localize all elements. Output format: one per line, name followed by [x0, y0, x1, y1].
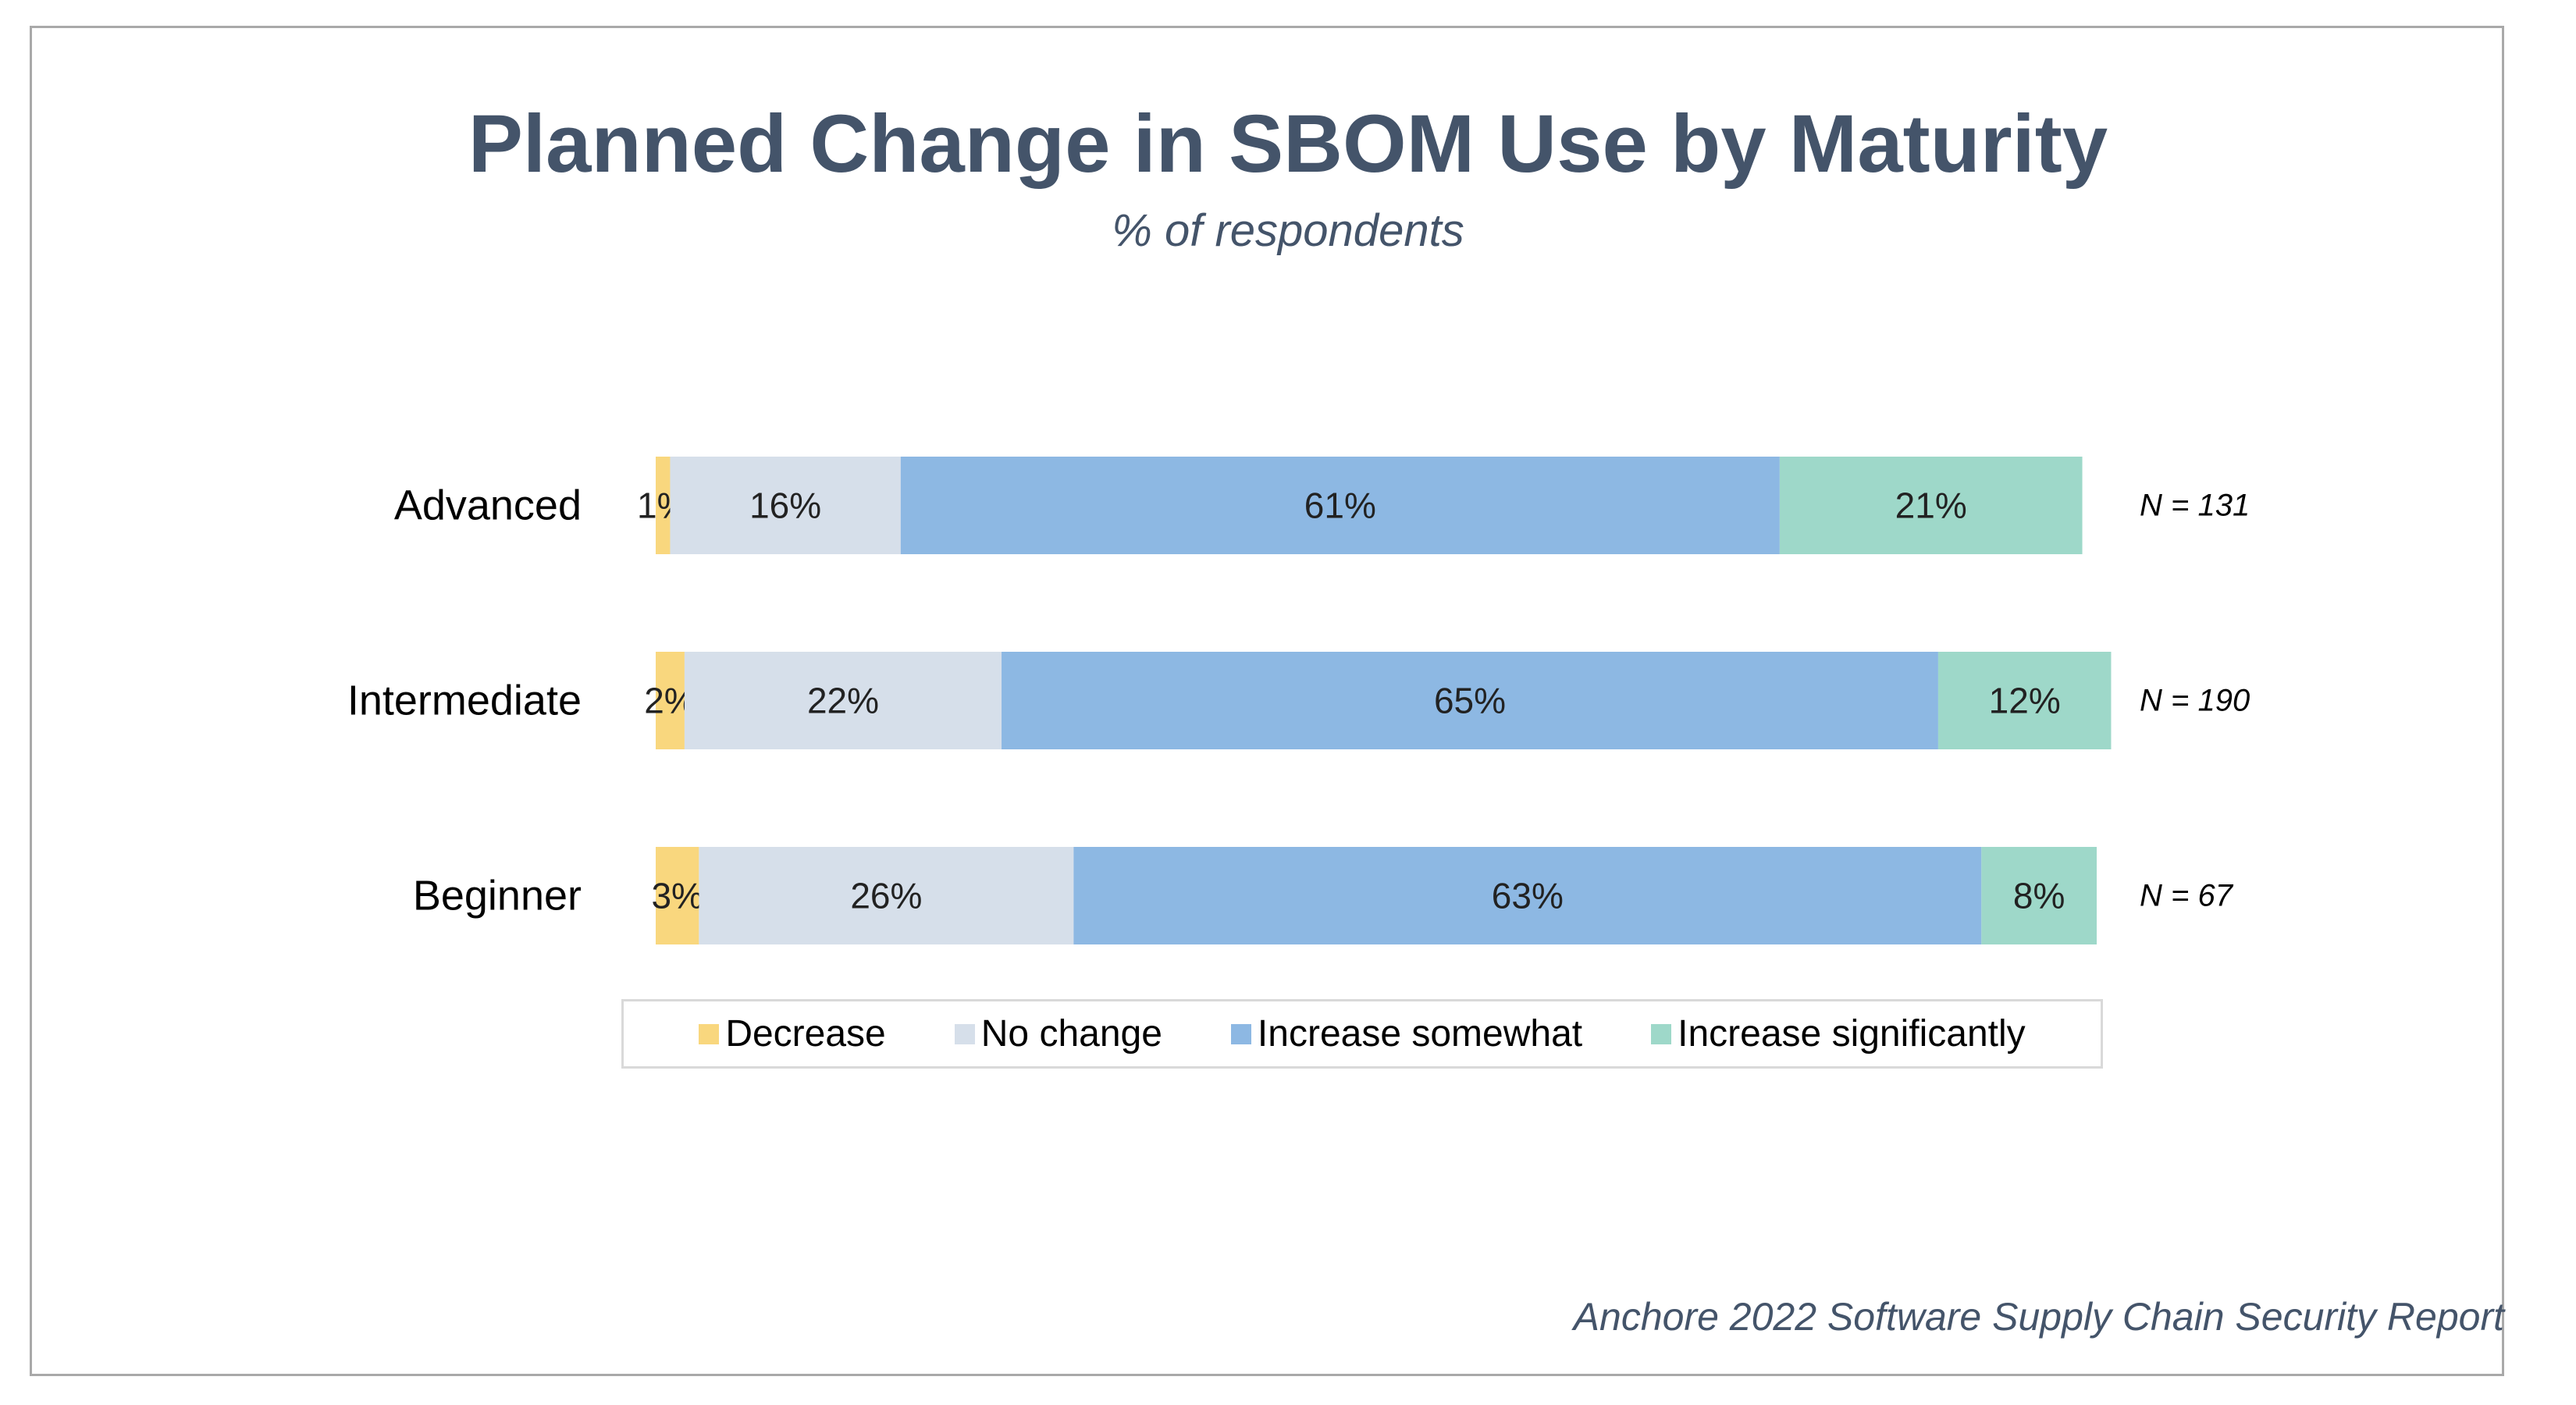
bar-intermediate-decrease	[656, 652, 685, 749]
data-label-beginner-decrease: 3%	[651, 876, 703, 916]
sample-size-beginner: N = 67	[2140, 879, 2234, 913]
bar-advanced-decrease	[656, 457, 671, 554]
data-label-beginner-no-change: 26%	[850, 876, 922, 916]
data-label-intermediate-increase-somewhat: 65%	[1434, 681, 1506, 721]
data-label-beginner-increase-significantly: 8%	[2013, 876, 2065, 916]
bar-advanced-increase-significantly	[1779, 457, 2083, 554]
legend-item-increase-significantly: Increase significantly	[1651, 1012, 2026, 1055]
chart-title: Planned Change in SBOM Use by Maturity	[468, 98, 2108, 190]
bar-beginner-no-change	[699, 847, 1074, 944]
bar-intermediate-no-change	[684, 652, 1002, 749]
legend-item-decrease: Decrease	[699, 1012, 886, 1055]
bar-advanced-no-change	[670, 457, 901, 554]
data-label-advanced-increase-somewhat: 61%	[1304, 486, 1376, 526]
legend-swatch-increase-somewhat	[1230, 1023, 1251, 1044]
sample-size-advanced: N = 131	[2140, 489, 2250, 523]
category-label-beginner: Beginner	[413, 873, 582, 919]
legend-swatch-decrease	[699, 1023, 720, 1044]
legend-label-no-change: No change	[980, 1013, 1162, 1055]
bar-intermediate-increase-significantly	[1937, 652, 2112, 749]
source-note: Anchore 2022 Software Supply Chain Secur…	[1573, 1295, 2504, 1339]
category-label-advanced: Advanced	[394, 482, 582, 529]
data-label-intermediate-increase-significantly: 12%	[1989, 681, 2061, 721]
data-label-advanced-no-change: 16%	[749, 486, 821, 526]
data-label-advanced-increase-significantly: 21%	[1895, 486, 1967, 526]
bar-intermediate-increase-somewhat	[1002, 652, 1938, 749]
legend-item-increase-somewhat: Increase somewhat	[1230, 1012, 1583, 1055]
data-label-beginner-increase-somewhat: 63%	[1492, 876, 1564, 916]
legend-swatch-increase-significantly	[1651, 1023, 1672, 1044]
bar-beginner-increase-somewhat	[1073, 847, 1982, 944]
category-label-intermediate: Intermediate	[347, 678, 582, 724]
legend-label-decrease: Decrease	[725, 1013, 886, 1055]
legend-label-increase-significantly: Increase significantly	[1678, 1013, 2026, 1055]
legend: Decrease No change Increase somewhat Inc…	[621, 999, 2103, 1069]
legend-swatch-no-change	[954, 1023, 975, 1044]
legend-item-no-change: No change	[954, 1012, 1162, 1055]
sample-size-intermediate: N = 190	[2140, 684, 2250, 718]
chart-subtitle: % of respondents	[1112, 205, 1464, 256]
bar-advanced-increase-somewhat	[900, 457, 1780, 554]
bar-beginner-decrease	[656, 847, 699, 944]
legend-label-increase-somewhat: Increase somewhat	[1257, 1013, 1583, 1055]
data-label-intermediate-no-change: 22%	[807, 681, 879, 721]
bar-beginner-increase-significantly	[1981, 847, 2097, 944]
